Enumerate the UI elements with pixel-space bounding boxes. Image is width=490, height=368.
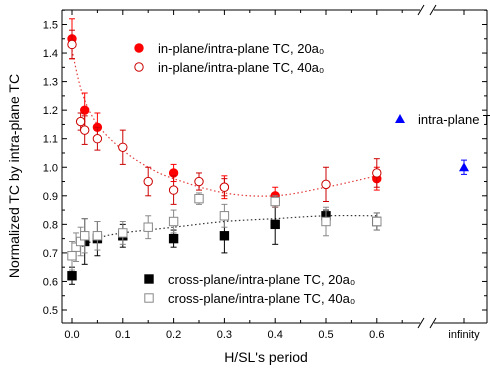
data-point (75, 116, 86, 127)
data-point (194, 176, 204, 187)
y-tick-label: 0.9 (43, 191, 58, 203)
legend: in-plane/intra-plane TC, 20a₀ in-plane/in… (134, 41, 490, 306)
axis-break-mark (417, 317, 425, 329)
x-tick-label: 0.3 (217, 329, 232, 341)
data-point (143, 176, 153, 187)
legend-marker (134, 62, 144, 72)
data-point (168, 185, 179, 195)
data-point (270, 196, 280, 207)
data-point (67, 271, 77, 281)
data-point (459, 162, 469, 172)
y-tick-label: 0.8 (43, 219, 58, 231)
y-tick-label: 1.0 (43, 162, 58, 174)
y-tick-label: 1.2 (43, 105, 58, 117)
data-point (67, 39, 77, 50)
series-group (67, 192, 382, 271)
plot-frame (61, 4, 488, 329)
data-point (219, 182, 230, 192)
data-point (92, 231, 103, 241)
data-point (118, 228, 128, 238)
data-point (168, 233, 179, 244)
x-tick-label: 0.6 (369, 329, 384, 341)
legend-label: in-plane/intra-plane TC, 20a₀ (158, 41, 324, 56)
data-point (321, 216, 331, 227)
data-point (92, 134, 103, 144)
data-point (372, 168, 382, 178)
x-tick-label: 0.0 (64, 329, 79, 341)
legend-marker (144, 274, 154, 284)
legend-label: cross-plane/intra-plane TC, 40a₀ (168, 291, 355, 306)
axis-break-mark (429, 317, 437, 329)
legend-marker (395, 114, 405, 123)
data-point (219, 231, 230, 241)
y-tick-label: 0.6 (43, 276, 58, 288)
x-tick-label: 0.1 (115, 329, 130, 341)
x-tick-label: 0.4 (268, 329, 283, 341)
y-axis-title: Normalized TC by intra-plane TC (6, 74, 22, 278)
y-tick-label: 1.5 (43, 20, 58, 32)
series-group (459, 159, 469, 175)
data-point (372, 216, 382, 227)
y-tick-label: 0.7 (43, 248, 58, 260)
data-point (80, 231, 90, 241)
y-tick-label: 1.3 (43, 77, 58, 89)
y-tick-label: 1.1 (43, 134, 58, 146)
data-marks (67, 18, 469, 285)
data-point (219, 211, 230, 221)
series-group (67, 29, 382, 208)
legend-label: intra-plane TC (418, 112, 490, 127)
axis-break-mark (429, 4, 437, 16)
legend-label: cross-plane/intra-plane TC, 20a₀ (168, 272, 355, 287)
x-tick-label-infinity: infinity (448, 329, 480, 341)
data-point (321, 179, 331, 190)
data-point (194, 193, 204, 204)
x-tick-label: 0.2 (166, 329, 181, 341)
data-point (118, 142, 128, 152)
y-tick-label: 1.4 (43, 48, 58, 60)
y-tick-label: 0.5 (43, 305, 58, 317)
x-tick-label: 0.5 (318, 329, 333, 341)
data-point (270, 219, 280, 230)
x-axis-title: H/SL's period (224, 349, 308, 365)
legend-label: in-plane/intra-plane TC, 40a₀ (158, 60, 324, 75)
axis-break-mark (417, 4, 425, 16)
legend-marker (144, 293, 154, 303)
legend-marker (134, 43, 144, 53)
data-point (80, 105, 90, 115)
data-point (143, 222, 153, 232)
data-point (67, 251, 77, 261)
data-point (80, 125, 90, 135)
axis-ticks: 0.5 0.6 0.7 0.8 0.9 1.0 1.1 1.2 1.3 1.4 1.5 0.0 0.1 0… (43, 9, 487, 341)
data-point (168, 216, 179, 227)
